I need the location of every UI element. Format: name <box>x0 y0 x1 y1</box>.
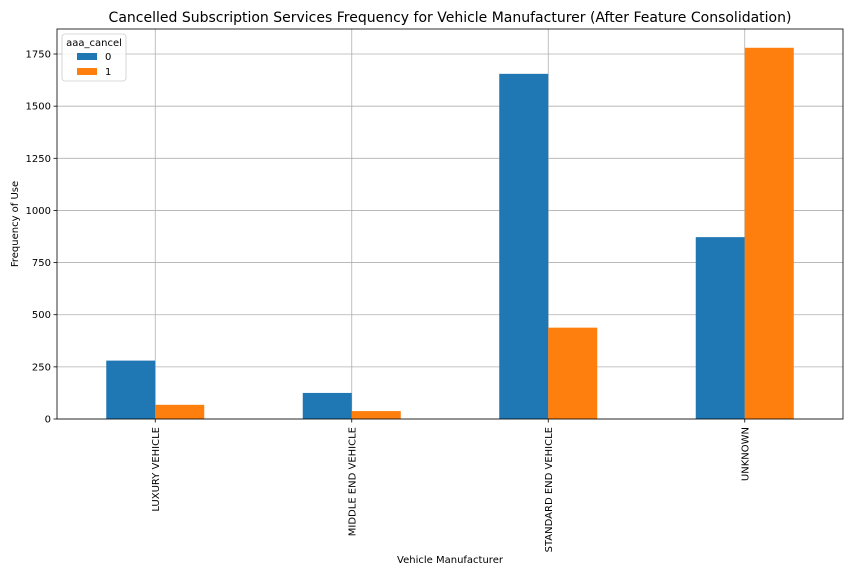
x-tick-label: STANDARD END VEHICLE <box>544 427 555 552</box>
bar-series-0-standard-end-vehicle <box>499 73 549 419</box>
y-axis-label: Frequency of Use <box>10 181 21 267</box>
x-tick-label: LUXURY VEHICLE <box>151 427 162 512</box>
bar-series-1-luxury-vehicle <box>155 404 205 419</box>
y-tick-label: 0 <box>45 415 51 426</box>
bar-series-1-middle-end-vehicle <box>351 411 401 419</box>
legend-label-0: 0 <box>105 52 111 63</box>
bar-series-0-luxury-vehicle <box>106 360 156 419</box>
x-axis-label: Vehicle Manufacturer <box>397 555 504 566</box>
chart-title: Cancelled Subscription Services Frequenc… <box>109 10 792 26</box>
x-axis-ticks: LUXURY VEHICLE MIDDLE END VEHICLE STANDARD… <box>151 419 751 552</box>
bars-group <box>106 47 794 420</box>
x-tick-label: UNKNOWN <box>740 427 751 481</box>
bar-series-0-middle-end-vehicle <box>302 392 352 419</box>
legend-title: aaa_cancel <box>66 38 122 49</box>
y-tick-label: 500 <box>32 310 51 321</box>
bar-series-0-unknown <box>695 237 745 419</box>
y-axis-ticks: 0 250 500 750 1000 1250 1500 1750 <box>26 50 57 426</box>
y-tick-label: 1250 <box>26 154 51 165</box>
bar-series-1-standard-end-vehicle <box>548 327 598 419</box>
y-tick-label: 250 <box>32 362 51 373</box>
y-tick-label: 1000 <box>26 206 51 217</box>
legend: aaa_cancel 0 1 <box>61 33 127 82</box>
y-tick-label: 750 <box>32 258 51 269</box>
legend-swatch-0 <box>77 53 97 60</box>
y-tick-label: 1750 <box>26 50 51 61</box>
legend-swatch-1 <box>77 68 97 75</box>
plot-frame <box>56 28 844 420</box>
y-tick-label: 1500 <box>26 102 51 113</box>
bar-series-1-unknown <box>744 47 794 420</box>
legend-label-1: 1 <box>105 67 111 78</box>
x-tick-label: MIDDLE END VEHICLE <box>347 427 358 536</box>
